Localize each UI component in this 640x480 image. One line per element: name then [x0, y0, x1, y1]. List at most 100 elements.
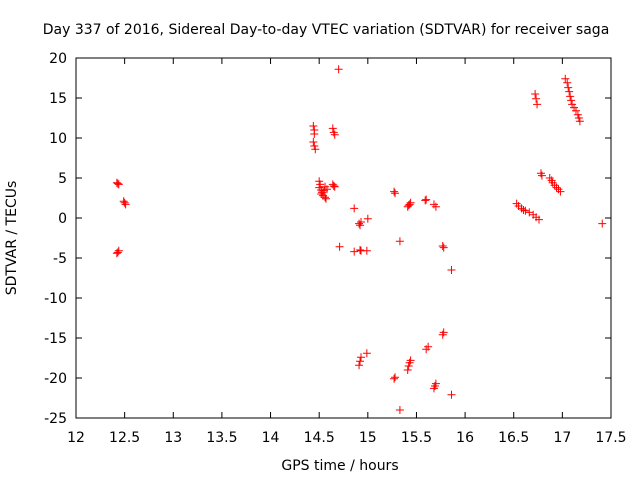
- data-point: [556, 187, 565, 196]
- data-point: [121, 200, 130, 209]
- data-point: [535, 215, 544, 224]
- data-point: [404, 362, 413, 370]
- data-point: [355, 361, 364, 370]
- y-tick-label: 0: [58, 211, 67, 227]
- data-point: [571, 106, 580, 115]
- data-point: [567, 96, 576, 105]
- data-points: [112, 65, 607, 414]
- x-tick-label: 15.5: [401, 430, 432, 446]
- data-point: [362, 349, 371, 358]
- data-point: [568, 100, 577, 109]
- data-point: [439, 328, 448, 337]
- y-tick-label: 10: [49, 131, 67, 147]
- data-point: [447, 266, 456, 274]
- data-point: [391, 189, 400, 198]
- axis-ticks: 12 12.5 13 13.5 14 14.5 15 15.5 16 16.5 17 17.5 -25 -…: [44, 51, 626, 446]
- data-point: [391, 373, 400, 382]
- x-axis-label: GPS time / hours: [281, 458, 398, 474]
- data-point: [424, 342, 433, 351]
- y-tick-label: -5: [53, 251, 67, 267]
- data-point: [564, 83, 573, 92]
- data-point: [309, 122, 318, 130]
- data-point: [310, 142, 319, 150]
- data-point: [112, 178, 121, 187]
- x-tick-label: 12.5: [109, 430, 140, 446]
- data-point: [390, 374, 399, 383]
- data-point: [335, 242, 344, 251]
- data-point: [519, 206, 528, 214]
- data-point: [575, 117, 584, 126]
- data-point: [311, 145, 320, 154]
- data-point: [318, 188, 327, 197]
- data-point: [356, 246, 365, 254]
- data-point: [438, 242, 447, 250]
- x-tick-label: 16.5: [498, 430, 529, 446]
- data-point: [119, 197, 128, 206]
- y-tick-label: -15: [44, 331, 67, 347]
- x-tick-label: 13.5: [206, 430, 237, 446]
- data-point: [321, 193, 330, 202]
- data-point: [422, 195, 431, 204]
- data-point: [431, 202, 440, 211]
- y-tick-label: 5: [58, 171, 67, 187]
- data-point: [406, 198, 415, 207]
- data-point: [114, 180, 123, 189]
- data-point: [334, 65, 343, 74]
- x-tick-label: 13: [164, 430, 182, 446]
- x-tick-label: 14: [262, 430, 280, 446]
- plot-frame: [75, 57, 612, 419]
- y-tick-label: -25: [44, 411, 67, 427]
- data-point: [421, 196, 430, 205]
- data-point: [531, 90, 540, 98]
- data-point: [350, 247, 359, 256]
- data-point: [563, 78, 572, 87]
- data-point: [395, 237, 404, 246]
- chart-title: Day 337 of 2016, Sidereal Day-to-day VTE…: [43, 22, 610, 38]
- data-point: [447, 390, 456, 399]
- x-tick-label: 12: [67, 430, 85, 446]
- y-tick-label: 20: [49, 51, 67, 67]
- data-point: [532, 94, 541, 103]
- data-point: [316, 180, 325, 189]
- data-point: [309, 138, 318, 146]
- y-tick-label: -10: [44, 291, 67, 307]
- y-tick-label: 15: [49, 91, 67, 107]
- data-point: [328, 124, 337, 133]
- data-point: [565, 87, 574, 96]
- data-point: [395, 406, 404, 414]
- x-tick-label: 15: [359, 430, 377, 446]
- data-point: [439, 243, 448, 252]
- data-point: [310, 130, 319, 138]
- data-point: [363, 214, 372, 223]
- data-point: [350, 204, 359, 213]
- data-point: [356, 357, 365, 366]
- x-tick-label: 17: [553, 430, 571, 446]
- data-point: [570, 103, 579, 112]
- data-point: [403, 366, 412, 374]
- data-point: [120, 198, 129, 207]
- data-point: [355, 219, 364, 228]
- data-point: [330, 182, 339, 191]
- data-point: [405, 200, 414, 209]
- data-point: [521, 206, 530, 215]
- y-tick-label: -20: [44, 371, 67, 387]
- data-point: [113, 248, 122, 257]
- data-point: [357, 218, 366, 226]
- data-point: [356, 221, 365, 230]
- data-point: [330, 130, 339, 139]
- data-point: [598, 219, 607, 228]
- data-point: [321, 182, 330, 191]
- data-point: [537, 171, 546, 180]
- data-point: [329, 182, 338, 190]
- data-point: [406, 356, 415, 365]
- data-point: [533, 100, 542, 109]
- x-tick-label: 14.5: [304, 430, 335, 446]
- data-point: [573, 110, 582, 119]
- y-axis-label: SDTVAR / TECUs: [4, 181, 20, 296]
- data-point: [431, 379, 440, 388]
- data-point: [561, 74, 570, 83]
- x-tick-label: 17.5: [595, 430, 626, 446]
- data-point: [113, 179, 122, 188]
- data-point: [566, 92, 575, 101]
